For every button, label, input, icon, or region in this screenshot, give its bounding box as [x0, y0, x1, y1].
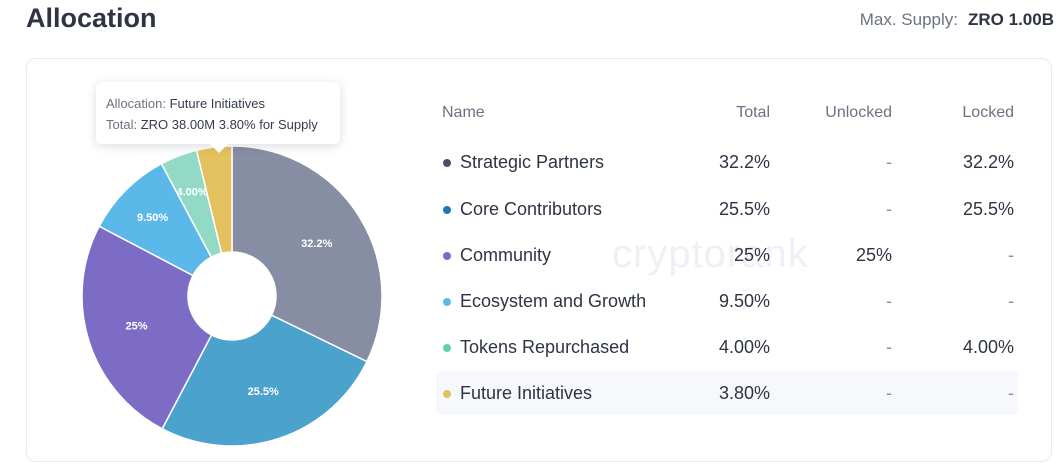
cell-locked: 25.5%	[962, 199, 1014, 219]
page-title: Allocation	[26, 3, 157, 33]
chart-tooltip: Allocation: Future Initiatives Total: ZR…	[96, 82, 340, 144]
cell-total: 25%	[733, 245, 770, 265]
tooltip-allocation-value: Future Initiatives	[169, 96, 265, 111]
cell-total: 9.50%	[718, 291, 770, 311]
slice-label: 25%	[125, 321, 147, 333]
max-supply-label: Max. Supply:	[859, 10, 959, 29]
header-total[interactable]: Total	[736, 104, 770, 121]
max-supply-value: ZRO 1.00B	[968, 10, 1054, 29]
legend-dot	[443, 206, 451, 214]
max-supply: Max. Supply: ZRO 1.00B	[860, 10, 1054, 30]
cell-unlocked: -	[886, 337, 892, 357]
pie-slice[interactable]	[231, 145, 383, 363]
legend-dot	[443, 159, 451, 167]
cell-total: 25.5%	[718, 199, 770, 219]
cell-name: Community	[460, 245, 552, 265]
slice-label: 9.50%	[137, 212, 168, 224]
pie-slice[interactable]	[81, 225, 213, 430]
cell-name: Future Initiatives	[460, 383, 593, 403]
legend-dot	[443, 298, 451, 306]
cell-locked: 4.00%	[962, 337, 1014, 357]
cell-locked: -	[1008, 291, 1014, 311]
tooltip-arrow	[210, 144, 228, 153]
cell-unlocked: -	[886, 291, 892, 311]
cell-name: Core Contributors	[460, 199, 603, 219]
cell-name: Ecosystem and Growth	[460, 291, 647, 311]
cell-unlocked: -	[886, 383, 892, 403]
tooltip-total-value: ZRO 38.00M 3.80% for Supply	[140, 117, 318, 132]
cell-name: Tokens Repurchased	[460, 337, 630, 357]
table-row-highlight	[436, 371, 1018, 415]
cell-locked: 32.2%	[962, 152, 1014, 172]
pie-slice[interactable]	[161, 314, 368, 447]
cell-total: 32.2%	[718, 152, 770, 172]
cell-unlocked: -	[886, 152, 892, 172]
cell-unlocked: -	[886, 199, 892, 219]
tooltip-allocation-key: Allocation:	[106, 96, 166, 111]
watermark: cryptorank	[612, 232, 809, 276]
legend-dot	[443, 344, 451, 352]
slice-label: 4.00%	[176, 186, 207, 198]
cell-total: 4.00%	[718, 337, 770, 357]
cell-name: Strategic Partners	[460, 152, 605, 172]
cell-total: 3.80%	[718, 383, 770, 403]
header-locked[interactable]: Locked	[962, 104, 1014, 121]
header-unlocked[interactable]: Unlocked	[825, 104, 892, 121]
cell-locked: -	[1008, 383, 1014, 403]
legend-dot	[443, 390, 451, 398]
allocation-donut-chart[interactable]: 32.2% 25.5% 25% 9.50% 4.00%	[76, 140, 388, 452]
tooltip-total-key: Total:	[106, 117, 138, 132]
header-name[interactable]: Name	[442, 104, 485, 121]
cell-locked: -	[1008, 245, 1014, 265]
slice-label: 25.5%	[248, 386, 279, 398]
pie-slice[interactable]	[195, 145, 233, 255]
slice-label: 32.2%	[301, 238, 332, 250]
cell-unlocked: 25%	[855, 245, 892, 265]
legend-dot	[443, 252, 451, 260]
